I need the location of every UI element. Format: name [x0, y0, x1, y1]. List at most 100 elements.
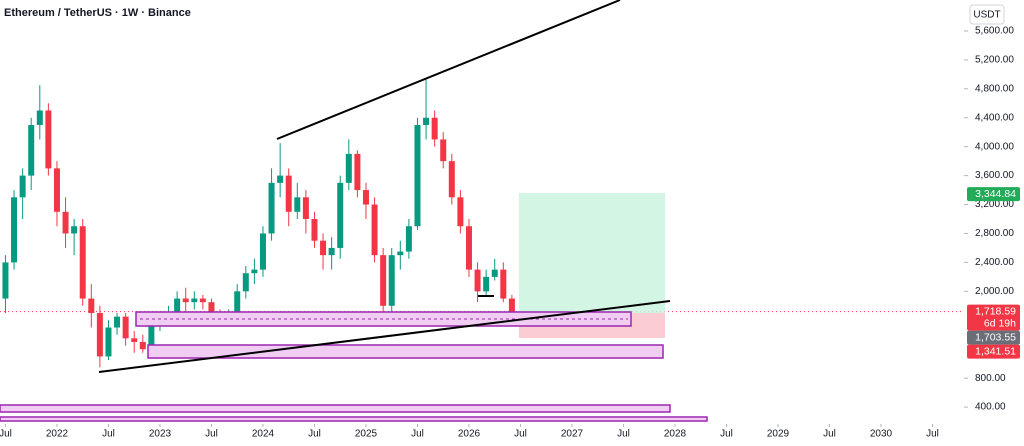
candle-body	[277, 175, 284, 183]
support-zone	[0, 416, 708, 422]
candle-body	[53, 168, 60, 212]
candle-body	[234, 291, 241, 317]
y-tick-label: 5,200.00	[975, 55, 1014, 66]
candle-body	[345, 153, 352, 183]
y-tick-label: 2,800.00	[975, 228, 1014, 239]
candle-body	[139, 341, 146, 350]
y-tick-label: 4,400.00	[975, 112, 1014, 123]
candle-body	[500, 269, 507, 299]
candle-body	[71, 226, 78, 234]
candle-body	[191, 298, 198, 303]
y-tick-label: 2,400.00	[975, 257, 1014, 268]
x-tick-label: Jul	[308, 429, 321, 440]
x-tick-label: Jul	[514, 429, 527, 440]
x-tick-label: Jul	[411, 429, 424, 440]
candle-body	[19, 175, 26, 198]
candle-body	[122, 316, 129, 339]
candle-body	[405, 226, 412, 252]
candle-body	[371, 204, 378, 256]
candle-body	[465, 226, 472, 270]
candle-body	[2, 262, 9, 299]
x-tick-label: 2022	[46, 429, 69, 440]
trendline	[276, 0, 621, 140]
candle-body	[259, 233, 266, 270]
candle-body	[96, 313, 103, 357]
candle-body	[337, 182, 344, 248]
candle-body	[362, 190, 369, 205]
candle-body	[36, 110, 43, 125]
candle-body	[388, 255, 395, 306]
candle-body	[354, 153, 361, 191]
candle-body	[474, 269, 481, 292]
candle-body	[508, 298, 515, 312]
candle-body	[311, 219, 318, 241]
support-zone	[147, 344, 664, 359]
candle-body	[423, 117, 430, 125]
y-tick-label: 5,600.00	[975, 26, 1014, 37]
y-tick-label: 400.00	[975, 402, 1006, 413]
candle-body	[268, 182, 275, 234]
price-label: 1,341.51	[975, 345, 1016, 357]
candle-body	[79, 226, 86, 299]
support-zone	[135, 311, 632, 327]
y-tick-label: 4,000.00	[975, 141, 1014, 152]
candle-body	[242, 273, 249, 292]
price-label: 3,344.84	[975, 188, 1016, 200]
candle-body	[105, 327, 112, 357]
x-tick-label: 2029	[767, 429, 790, 440]
candle-body	[251, 269, 258, 274]
candle-body	[320, 240, 327, 256]
long-profit-zone	[519, 193, 665, 313]
x-tick-label: Jul	[0, 429, 12, 440]
candle-body	[208, 302, 215, 314]
y-tick-label: 3,600.00	[975, 170, 1014, 181]
candle-body	[182, 298, 189, 303]
candle-body	[45, 110, 52, 169]
candle-body	[302, 197, 309, 220]
candle-body	[483, 276, 490, 292]
x-tick-label: Jul	[617, 429, 630, 440]
candle-body	[448, 161, 455, 198]
candle-body	[491, 269, 498, 277]
price-label-box	[967, 187, 1020, 202]
candle-body	[440, 139, 447, 162]
candle-body	[380, 255, 387, 306]
x-tick-label: Jul	[720, 429, 733, 440]
x-tick-label: 2024	[252, 429, 275, 440]
candle-body	[11, 197, 18, 263]
price-label-box	[967, 344, 1020, 359]
candle-body	[397, 251, 404, 256]
x-tick-label: 2023	[149, 429, 172, 440]
trendline	[98, 300, 671, 373]
y-tick-label: 2,000.00	[975, 286, 1014, 297]
candle-body	[174, 298, 181, 314]
y-tick-label: 800.00	[975, 373, 1006, 384]
x-tick-label: Jul	[205, 429, 218, 440]
candle-body	[285, 175, 292, 212]
candle-body	[294, 197, 301, 212]
price-label: 1,703.55	[975, 331, 1016, 343]
candle-body	[199, 298, 206, 303]
candle-body	[88, 298, 95, 314]
support-zone	[0, 404, 671, 413]
candle-body	[431, 117, 438, 140]
x-tick-label: 2030	[870, 429, 893, 440]
candle-body	[148, 323, 155, 350]
candle-body	[414, 124, 421, 227]
x-tick-label: 2025	[355, 429, 378, 440]
candle-body	[457, 197, 464, 227]
x-tick-label: Jul	[102, 429, 115, 440]
x-tick-label: Jul	[926, 429, 939, 440]
countdown: 6d 19h	[984, 317, 1016, 329]
candle-body	[62, 211, 69, 234]
x-tick-label: 2028	[664, 429, 687, 440]
candle-body	[328, 247, 335, 256]
x-tick-label: Jul	[823, 429, 836, 440]
currency: USDT	[973, 10, 1000, 21]
x-tick-label: 2026	[458, 429, 481, 440]
currency-box	[969, 4, 1005, 25]
price-label-box	[967, 304, 1020, 331]
drawings	[0, 0, 708, 422]
price-label: 1,718.59	[975, 305, 1016, 317]
